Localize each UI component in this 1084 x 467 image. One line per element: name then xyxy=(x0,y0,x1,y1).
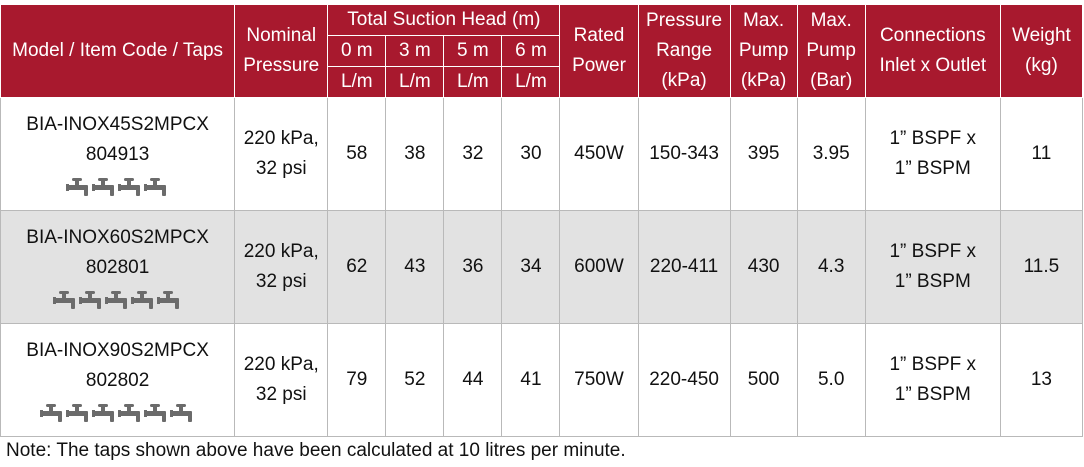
tap-icons xyxy=(1,172,234,198)
tap-icons xyxy=(1,285,234,311)
header-unit-lm: L/m xyxy=(443,66,503,98)
tap-icon xyxy=(130,290,153,309)
cell-connections: 1” BSPF x 1” BSPM xyxy=(864,323,1001,437)
header-suction-group: Total Suction Head (m) xyxy=(327,4,561,36)
cell-max-pump-bar: 3.95 xyxy=(796,97,866,211)
footnote: Note: The taps shown above have been cal… xyxy=(6,440,626,461)
cell-model: BIA-INOX60S2MPCX 802801 xyxy=(0,210,236,324)
cell-max-pump-kpa: 430 xyxy=(729,210,798,324)
cell-flow-5m: 32 xyxy=(443,97,503,211)
cell-flow-6m: 30 xyxy=(501,97,561,211)
header-max-pump-bar: Max. Pump (Bar) xyxy=(796,4,866,98)
cell-flow-6m: 41 xyxy=(501,323,561,437)
cell-flow-5m: 36 xyxy=(443,210,503,324)
cell-max-pump-bar: 4.3 xyxy=(796,210,866,324)
cell-pressure-range: 150-343 xyxy=(637,97,731,211)
cell-flow-0m: 79 xyxy=(327,323,387,437)
cell-rated-power: 600W xyxy=(559,210,639,324)
header-suction-3m: 3 m xyxy=(385,35,445,67)
tap-icon xyxy=(39,403,62,422)
tap-icon xyxy=(104,290,127,309)
cell-rated-power: 450W xyxy=(559,97,639,211)
header-nominal-pressure: Nominal Pressure xyxy=(234,4,329,98)
header-pressure-range: Pressure Range (kPa) xyxy=(637,4,731,98)
tap-icon xyxy=(143,403,166,422)
cell-flow-0m: 62 xyxy=(327,210,387,324)
cell-max-pump-kpa: 500 xyxy=(729,323,798,437)
tap-icon xyxy=(65,177,88,196)
table-row: BIA-INOX90S2MPCX 802802 220 kPa, 32 psi 79 52… xyxy=(0,323,1084,437)
cell-weight: 13 xyxy=(999,323,1084,437)
cell-flow-3m: 38 xyxy=(385,97,445,211)
header-connections: Connections Inlet x Outlet xyxy=(864,4,1001,98)
tap-icon xyxy=(117,403,140,422)
tap-icon xyxy=(91,177,114,196)
header-max-pump-kpa: Max. Pump (kPa) xyxy=(729,4,798,98)
cell-flow-6m: 34 xyxy=(501,210,561,324)
pump-spec-table: Model / Item Code / Taps Nominal Pressure… xyxy=(0,4,1084,437)
tap-icon xyxy=(169,403,192,422)
cell-max-pump-bar: 5.0 xyxy=(796,323,866,437)
table-row: BIA-INOX45S2MPCX 804913 220 kPa, 32 psi 58 38… xyxy=(0,97,1084,211)
header-unit-lm: L/m xyxy=(385,66,445,98)
header-weight: Weight (kg) xyxy=(999,4,1084,98)
header-suction-0m: 0 m xyxy=(327,35,387,67)
cell-pressure-range: 220-450 xyxy=(637,323,731,437)
header-rated-power: Rated Power xyxy=(559,4,639,98)
tap-icon xyxy=(143,177,166,196)
tap-icon xyxy=(91,403,114,422)
cell-rated-power: 750W xyxy=(559,323,639,437)
tap-icon xyxy=(65,403,88,422)
cell-connections: 1” BSPF x 1” BSPM xyxy=(864,210,1001,324)
cell-nominal-pressure: 220 kPa, 32 psi xyxy=(234,323,329,437)
cell-flow-5m: 44 xyxy=(443,323,503,437)
header-unit-lm: L/m xyxy=(327,66,387,98)
tap-icon xyxy=(117,177,140,196)
tap-icons xyxy=(1,398,234,424)
header-suction-5m: 5 m xyxy=(443,35,503,67)
tap-icon xyxy=(52,290,75,309)
cell-flow-3m: 43 xyxy=(385,210,445,324)
tap-icon xyxy=(156,290,179,309)
tap-icon xyxy=(78,290,101,309)
cell-model: BIA-INOX90S2MPCX 802802 xyxy=(0,323,236,437)
cell-weight: 11 xyxy=(999,97,1084,211)
cell-weight: 11.5 xyxy=(999,210,1084,324)
cell-max-pump-kpa: 395 xyxy=(729,97,798,211)
cell-nominal-pressure: 220 kPa, 32 psi xyxy=(234,210,329,324)
cell-flow-3m: 52 xyxy=(385,323,445,437)
cell-connections: 1” BSPF x 1” BSPM xyxy=(864,97,1001,211)
cell-pressure-range: 220-411 xyxy=(637,210,731,324)
table-row: BIA-INOX60S2MPCX 802801 220 kPa, 32 psi 62 43… xyxy=(0,210,1084,324)
header-unit-lm: L/m xyxy=(501,66,561,98)
cell-model: BIA-INOX45S2MPCX 804913 xyxy=(0,97,236,211)
cell-nominal-pressure: 220 kPa, 32 psi xyxy=(234,97,329,211)
header-suction-6m: 6 m xyxy=(501,35,561,67)
cell-flow-0m: 58 xyxy=(327,97,387,211)
header-model: Model / Item Code / Taps xyxy=(0,4,236,98)
